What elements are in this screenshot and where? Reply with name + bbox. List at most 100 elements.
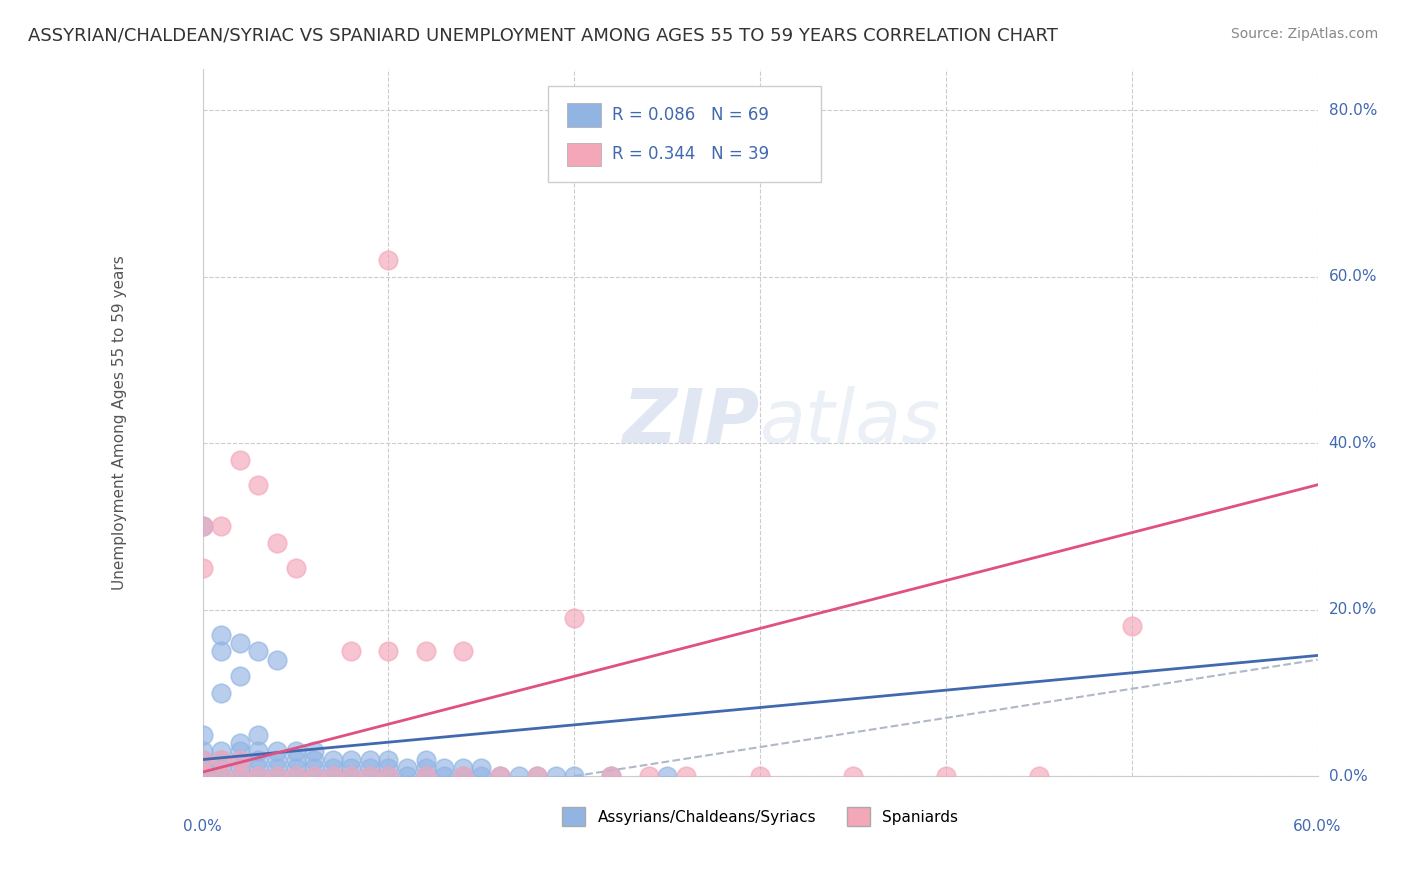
Point	[247, 753, 270, 767]
Legend: Assyrians/Chaldeans/Syriacs, Spaniards: Assyrians/Chaldeans/Syriacs, Spaniards	[557, 801, 965, 832]
Point	[191, 519, 214, 533]
Point	[675, 769, 697, 783]
Point	[396, 769, 419, 783]
Point	[359, 769, 381, 783]
Point	[229, 669, 252, 683]
Point	[284, 769, 307, 783]
Point	[191, 769, 214, 783]
Point	[266, 769, 288, 783]
Point	[209, 753, 232, 767]
Point	[284, 769, 307, 783]
Point	[562, 611, 585, 625]
Point	[340, 644, 363, 658]
Point	[266, 761, 288, 775]
Point	[229, 736, 252, 750]
Point	[470, 761, 492, 775]
Text: 60.0%: 60.0%	[1329, 269, 1378, 285]
Point	[340, 761, 363, 775]
Point	[302, 753, 325, 767]
Text: 40.0%: 40.0%	[1329, 435, 1376, 450]
Point	[359, 753, 381, 767]
Point	[322, 769, 344, 783]
Point	[359, 769, 381, 783]
Text: 20.0%: 20.0%	[1329, 602, 1376, 617]
Point	[247, 477, 270, 491]
Text: ASSYRIAN/CHALDEAN/SYRIAC VS SPANIARD UNEMPLOYMENT AMONG AGES 55 TO 59 YEARS CORR: ASSYRIAN/CHALDEAN/SYRIAC VS SPANIARD UNE…	[28, 27, 1057, 45]
Point	[209, 744, 232, 758]
Point	[600, 769, 623, 783]
Point	[247, 644, 270, 658]
Text: Unemployment Among Ages 55 to 59 years: Unemployment Among Ages 55 to 59 years	[111, 255, 127, 590]
Point	[229, 452, 252, 467]
Point	[284, 753, 307, 767]
Point	[247, 727, 270, 741]
Point	[749, 769, 772, 783]
Point	[247, 769, 270, 783]
Point	[247, 769, 270, 783]
FancyBboxPatch shape	[567, 103, 600, 127]
Point	[322, 769, 344, 783]
Point	[377, 644, 399, 658]
Point	[451, 769, 474, 783]
Point	[284, 744, 307, 758]
Point	[433, 769, 456, 783]
Text: 0.0%: 0.0%	[183, 819, 222, 834]
Point	[191, 727, 214, 741]
Point	[302, 769, 325, 783]
Point	[1028, 769, 1050, 783]
Point	[377, 761, 399, 775]
Point	[229, 761, 252, 775]
Point	[247, 761, 270, 775]
Point	[451, 769, 474, 783]
Point	[209, 769, 232, 783]
Point	[600, 769, 623, 783]
Point	[433, 761, 456, 775]
Point	[266, 753, 288, 767]
Point	[489, 769, 512, 783]
Point	[451, 644, 474, 658]
Text: R = 0.086   N = 69: R = 0.086 N = 69	[612, 105, 769, 123]
Point	[191, 769, 214, 783]
Point	[302, 761, 325, 775]
Text: Source: ZipAtlas.com: Source: ZipAtlas.com	[1230, 27, 1378, 41]
Point	[935, 769, 957, 783]
Point	[657, 769, 679, 783]
Point	[544, 769, 567, 783]
Point	[377, 769, 399, 783]
Point	[359, 761, 381, 775]
Text: 60.0%: 60.0%	[1294, 819, 1341, 834]
Point	[229, 753, 252, 767]
Text: 0.0%: 0.0%	[1329, 769, 1368, 784]
Point	[415, 769, 437, 783]
Point	[340, 769, 363, 783]
Point	[322, 753, 344, 767]
Text: R = 0.344   N = 39: R = 0.344 N = 39	[612, 145, 769, 163]
Point	[229, 753, 252, 767]
Point	[415, 644, 437, 658]
Point	[284, 761, 307, 775]
Point	[340, 753, 363, 767]
Point	[266, 652, 288, 666]
Point	[415, 753, 437, 767]
Point	[209, 753, 232, 767]
Point	[489, 769, 512, 783]
Point	[191, 753, 214, 767]
Point	[209, 686, 232, 700]
Point	[377, 252, 399, 267]
Point	[415, 769, 437, 783]
Point	[302, 744, 325, 758]
Point	[266, 536, 288, 550]
Point	[191, 761, 214, 775]
Point	[229, 744, 252, 758]
Point	[508, 769, 530, 783]
Point	[637, 769, 659, 783]
Point	[451, 761, 474, 775]
Point	[209, 644, 232, 658]
Point	[377, 753, 399, 767]
Point	[377, 769, 399, 783]
Point	[191, 519, 214, 533]
Point	[470, 769, 492, 783]
Point	[209, 769, 232, 783]
Point	[247, 744, 270, 758]
Point	[209, 761, 232, 775]
